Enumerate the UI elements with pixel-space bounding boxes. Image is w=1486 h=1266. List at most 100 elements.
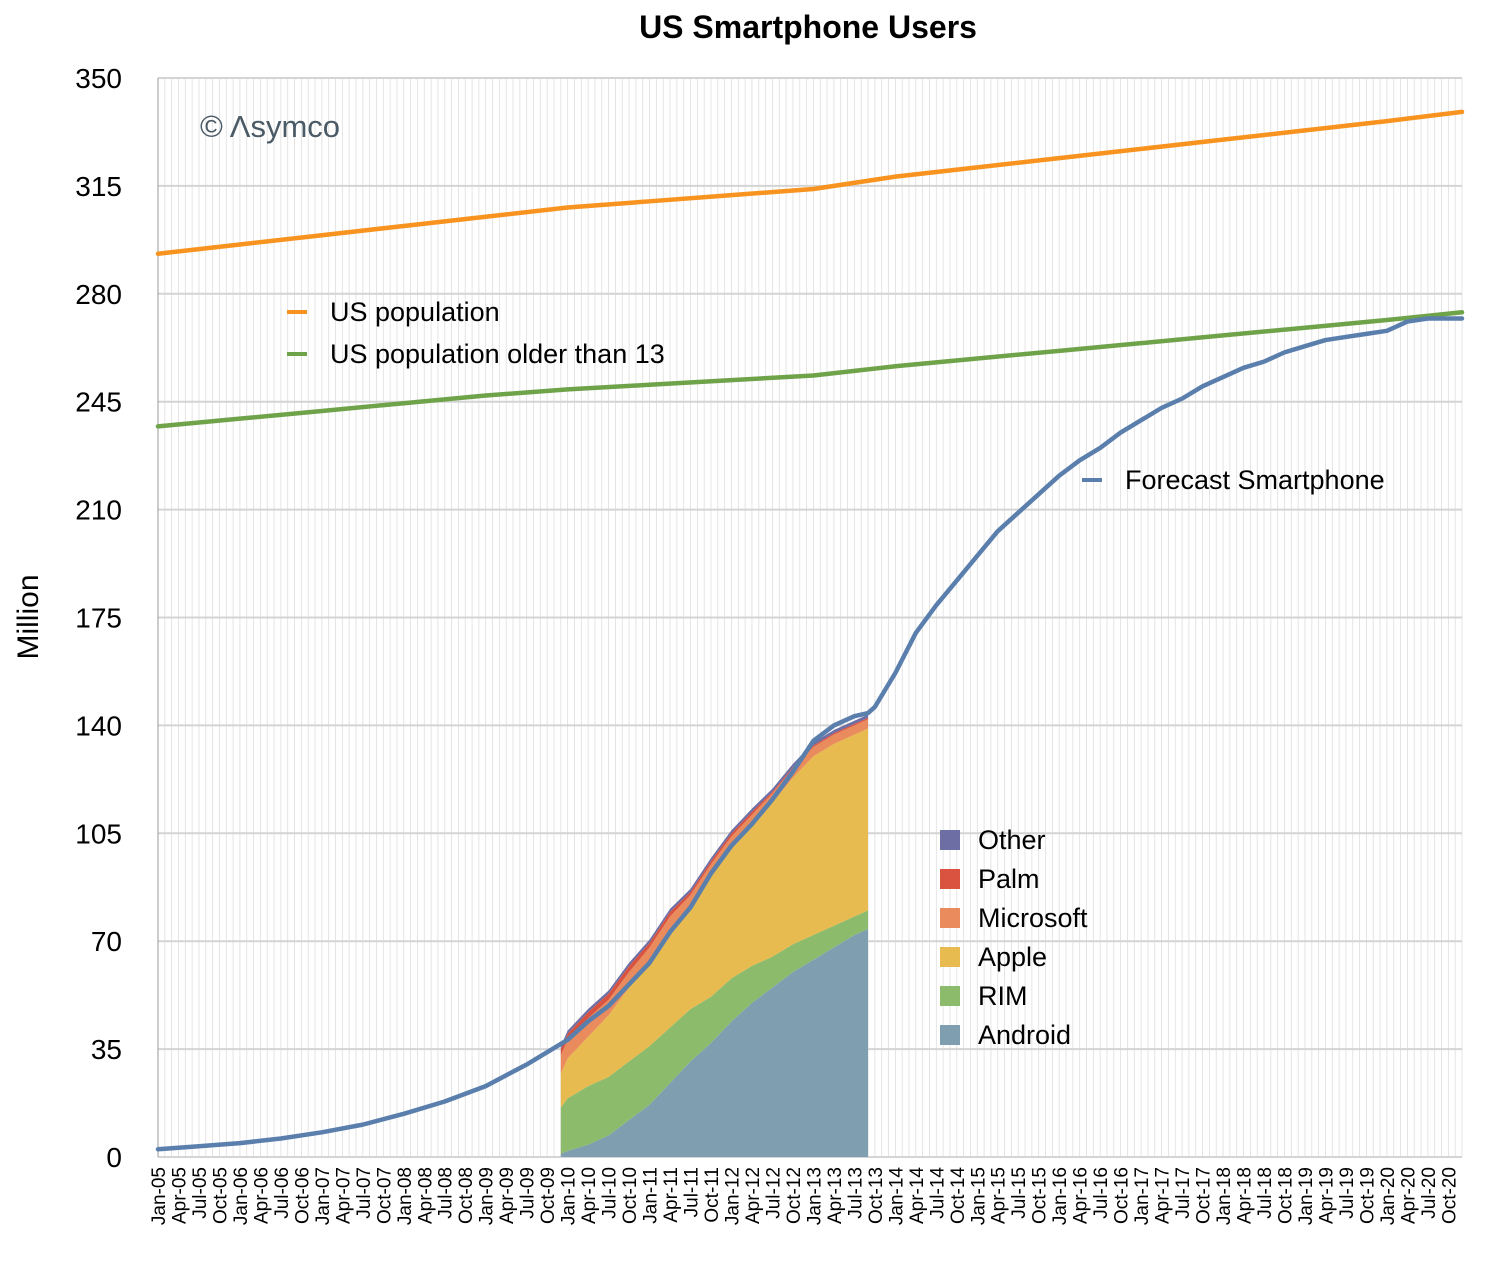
x-tick-label: Jul-15	[1009, 1167, 1030, 1219]
legend-swatch-apple	[940, 947, 960, 967]
x-tick-label: Apr-10	[579, 1167, 600, 1224]
x-tick-label: Jul-11	[682, 1167, 703, 1217]
x-tick-label: Jan-09	[477, 1167, 498, 1225]
legend-swatch-palm	[940, 869, 960, 889]
x-tick-label: Jan-13	[804, 1167, 825, 1225]
y-tick-label: 175	[75, 603, 122, 634]
x-tick-label: Apr-07	[333, 1167, 354, 1224]
y-axis-ticks: 0 35 70 105 140 175 210 245 280 315 350	[75, 63, 122, 1173]
x-tick-label: Apr-13	[825, 1167, 846, 1224]
x-tick-label: Jul-13	[845, 1167, 866, 1219]
y-tick-label: 315	[75, 171, 122, 202]
line-forecast-smartphone	[155, 316, 1465, 1152]
x-tick-label: Jan-07	[313, 1167, 334, 1225]
x-axis-ticks: Jan-05 Apr-05 Jul-05 Oct-05 Jan-06 Apr-06 Jul-…	[149, 1167, 1460, 1226]
x-tick-label: Apr-17	[1153, 1167, 1174, 1224]
y-tick-label: 0	[106, 1142, 122, 1173]
x-tick-label: Oct-19	[1357, 1167, 1378, 1224]
area-rim	[560, 910, 869, 1154]
x-tick-label: Jan-12	[722, 1167, 743, 1225]
x-tick-label: Jul-19	[1337, 1167, 1358, 1219]
line-us-population	[155, 109, 1465, 256]
x-tick-label: Apr-11	[661, 1167, 682, 1223]
line-series	[155, 109, 1465, 1152]
x-tick-label: Apr-18	[1235, 1167, 1256, 1224]
grid-lines	[157, 77, 1463, 1158]
x-tick-label: Jul-05	[190, 1167, 211, 1219]
x-tick-label: Jul-08	[436, 1167, 457, 1219]
x-tick-label: Jan-15	[968, 1167, 989, 1225]
x-tick-label: Apr-05	[169, 1167, 190, 1224]
legend-label-apple: Apple	[978, 942, 1047, 972]
legend-label-android: Android	[978, 1020, 1071, 1050]
x-tick-label: Apr-14	[907, 1167, 928, 1224]
x-tick-label: Oct-15	[1030, 1167, 1051, 1224]
x-tick-label: Oct-20	[1439, 1167, 1460, 1224]
x-tick-label: Jan-06	[231, 1167, 252, 1225]
legend-label-rim: RIM	[978, 981, 1028, 1011]
line-legend: US population US population older than 13…	[287, 297, 1385, 495]
copyright-watermark: © Λsymco	[200, 109, 340, 144]
legend-label-us-population-older-than-13: US population older than 13	[330, 339, 665, 369]
legend-label-other: Other	[978, 825, 1046, 855]
x-tick-label: Jul-09	[518, 1167, 539, 1219]
x-tick-label: Jan-10	[559, 1167, 580, 1225]
x-tick-label: Oct-07	[374, 1167, 395, 1224]
legend-swatch-rim	[940, 986, 960, 1006]
x-tick-label: Oct-17	[1194, 1167, 1215, 1224]
x-tick-label: Oct-18	[1275, 1167, 1296, 1224]
line-us-population-older-than-13	[155, 310, 1465, 429]
x-tick-label: Jul-18	[1255, 1167, 1276, 1219]
stacked-area-series	[560, 714, 869, 1157]
x-tick-label: Apr-12	[743, 1167, 764, 1224]
legend-swatch-android	[940, 1025, 960, 1045]
x-tick-label: Apr-06	[251, 1167, 272, 1224]
x-tick-label: Jul-10	[600, 1167, 621, 1219]
x-tick-label: Jan-05	[149, 1167, 170, 1225]
x-tick-label: Jul-17	[1173, 1167, 1194, 1219]
x-tick-label: Oct-05	[210, 1167, 231, 1224]
x-tick-label: Apr-16	[1071, 1167, 1092, 1224]
y-tick-label: 350	[75, 63, 122, 94]
legend-label-palm: Palm	[978, 864, 1040, 894]
stacked-legend: Other Palm Microsoft Apple RIM Android	[940, 825, 1088, 1050]
legend-swatch-other	[940, 830, 960, 850]
y-axis-label: Million	[12, 574, 45, 659]
y-tick-label: 35	[91, 1034, 122, 1065]
legend-swatch-microsoft	[940, 908, 960, 928]
x-tick-label: Jan-18	[1214, 1167, 1235, 1225]
x-tick-label: Oct-16	[1112, 1167, 1133, 1224]
y-tick-label: 280	[75, 279, 122, 310]
x-tick-label: Jan-08	[395, 1167, 416, 1225]
x-tick-label: Oct-10	[620, 1167, 641, 1224]
x-tick-label: Apr-15	[989, 1167, 1010, 1224]
x-tick-label: Jan-17	[1132, 1167, 1153, 1225]
y-tick-label: 105	[75, 818, 122, 849]
y-tick-label: 245	[75, 387, 122, 418]
x-tick-label: Jan-16	[1050, 1167, 1071, 1225]
x-tick-label: Apr-20	[1398, 1167, 1419, 1224]
legend-label-us-population: US population	[330, 297, 500, 327]
x-tick-label: Apr-08	[415, 1167, 436, 1224]
area-android	[560, 928, 869, 1157]
x-tick-label: Jan-19	[1296, 1167, 1317, 1225]
x-tick-label: Oct-08	[456, 1167, 477, 1224]
x-tick-label: Oct-06	[292, 1167, 313, 1224]
x-tick-label: Apr-19	[1316, 1167, 1337, 1224]
x-tick-label: Jan-14	[886, 1167, 907, 1226]
x-tick-label: Jul-07	[354, 1167, 375, 1219]
x-tick-label: Oct-09	[538, 1167, 559, 1224]
chart-title: US Smartphone Users	[639, 9, 977, 45]
y-tick-label: 140	[75, 710, 122, 741]
legend-label-forecast-smartphone: Forecast Smartphone	[1125, 465, 1385, 495]
x-tick-label: Jul-16	[1091, 1167, 1112, 1219]
x-tick-label: Jul-14	[927, 1167, 948, 1219]
x-tick-label: Oct-11	[702, 1167, 723, 1223]
x-tick-label: Jan-11	[641, 1167, 662, 1224]
x-tick-label: Oct-12	[784, 1167, 805, 1224]
y-tick-label: 210	[75, 495, 122, 526]
area-apple	[560, 728, 869, 1108]
y-tick-label: 70	[91, 926, 122, 957]
x-tick-label: Oct-14	[948, 1167, 969, 1224]
x-tick-label: Oct-13	[866, 1167, 887, 1224]
